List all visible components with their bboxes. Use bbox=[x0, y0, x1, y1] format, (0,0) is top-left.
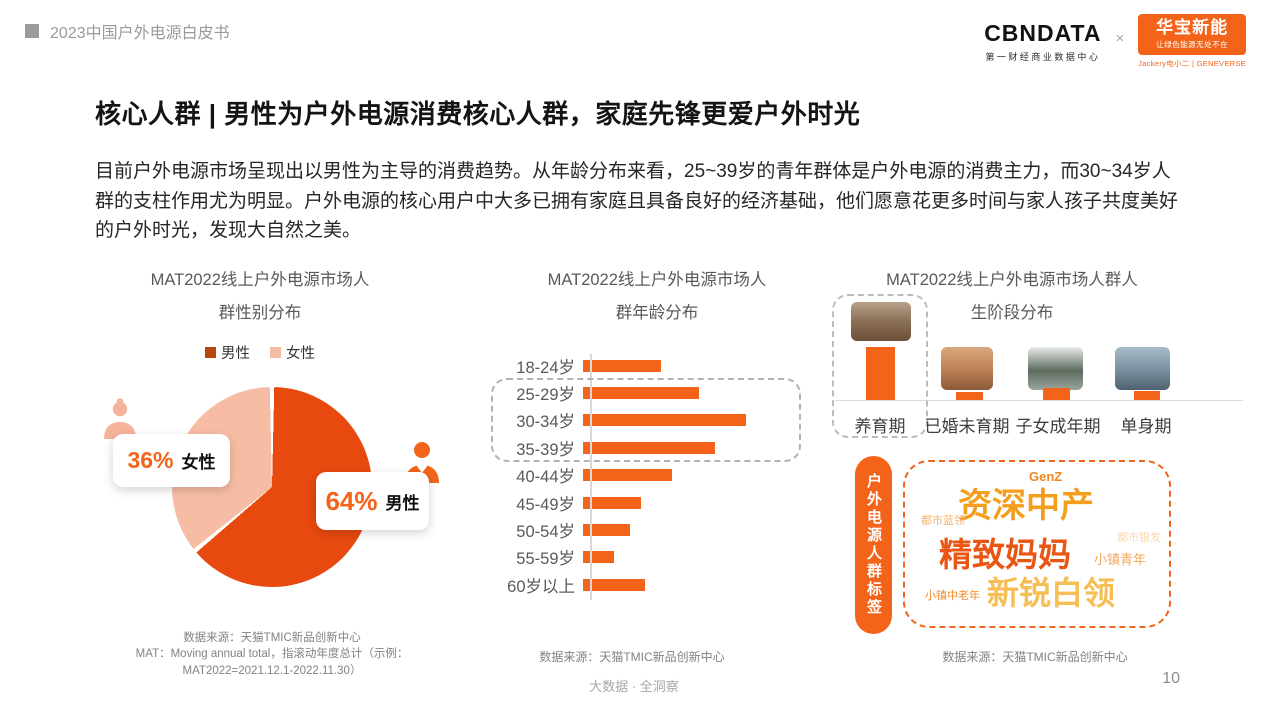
male-share-callout: 64% 男性 bbox=[316, 472, 429, 530]
mountain-lake-photo bbox=[1115, 347, 1170, 390]
age-category-label: 50-54岁 bbox=[516, 523, 575, 542]
gender-chart-legend: 男性 女性 bbox=[95, 342, 425, 363]
age-bar bbox=[583, 387, 699, 400]
cbndata-logo: CBNDATA 第一财经商业数据中心 bbox=[984, 22, 1101, 63]
breadcrumb-label: 2023中国户外电源白皮书 bbox=[50, 25, 230, 42]
age-row: 55-59岁 bbox=[497, 544, 817, 571]
age-row: 25-29岁 bbox=[497, 379, 817, 406]
female-share-callout: 36% 女性 bbox=[113, 434, 230, 487]
age-category-label: 25-29岁 bbox=[516, 386, 575, 405]
age-bar bbox=[583, 578, 645, 591]
wordcloud-word: 小镇青年 bbox=[1094, 552, 1147, 567]
header-logos: CBNDATA 第一财经商业数据中心 × 华宝新能 让绿色能源无处不在 Jack… bbox=[984, 14, 1246, 69]
source-line: 数据来源：天猫TMIC新品创新中心 bbox=[183, 632, 361, 644]
age-bar bbox=[583, 551, 614, 564]
age-bar bbox=[583, 359, 661, 372]
age-chart-axis-line bbox=[590, 354, 592, 600]
age-bar bbox=[583, 469, 672, 482]
gender-chart-title: MAT2022线上户外电源市场人 群性别分布 bbox=[150, 271, 370, 322]
age-chart: 18-24岁 25-29岁 30-34岁 35-39岁 40-44岁 45-49… bbox=[497, 352, 817, 599]
age-highlight-dashed-box bbox=[491, 378, 801, 462]
snow-jeep-photo bbox=[1028, 347, 1083, 390]
stage-chart-title: MAT2022线上户外电源市场人群人 生阶段分布 bbox=[886, 271, 1138, 322]
age-bar bbox=[583, 496, 641, 509]
age-bar bbox=[583, 524, 630, 537]
wordcloud-word: 精致妈妈 bbox=[939, 536, 1071, 573]
age-row: 35-39岁 bbox=[497, 434, 817, 461]
desert-couple-photo bbox=[941, 347, 993, 390]
age-row: 45-49岁 bbox=[497, 489, 817, 516]
male-legend-swatch bbox=[205, 347, 216, 358]
partner-brands-text: Jackery电小二 | GENEVERSE bbox=[1138, 58, 1246, 68]
stage-category-label: 子女成年期 bbox=[1015, 417, 1101, 436]
gender-chart-source: 数据来源：天猫TMIC新品创新中心 MAT：Moving annual tota… bbox=[85, 630, 459, 679]
page-title: 核心人群 | 男性为户外电源消费核心人群，家庭先锋更爱户外时光 bbox=[95, 99, 861, 129]
male-share-value: 64% bbox=[325, 485, 378, 516]
age-category-label: 55-59岁 bbox=[516, 550, 575, 569]
footer-tagline: 大数据 · 全洞察 bbox=[589, 679, 679, 694]
partner-logo-text: 华宝新能 bbox=[1156, 18, 1229, 37]
female-legend-label: 女性 bbox=[286, 346, 315, 362]
age-chart-source: 数据来源：天猫TMIC新品创新中心 bbox=[539, 650, 725, 664]
source-note-line: MAT：Moving annual total，指滚动年度总计（示例： bbox=[135, 648, 409, 661]
age-category-label: 45-49岁 bbox=[516, 495, 575, 514]
age-row: 40-44岁 bbox=[497, 462, 817, 489]
stage-chart-baseline bbox=[835, 400, 1243, 401]
age-category-label: 30-34岁 bbox=[516, 413, 575, 432]
wordcloud-word: 都市银发 bbox=[1117, 532, 1161, 544]
breadcrumb-square-icon bbox=[25, 24, 39, 38]
male-share-label: 男性 bbox=[385, 493, 420, 513]
female-legend-swatch bbox=[270, 347, 281, 358]
age-category-label: 60岁以上 bbox=[507, 577, 575, 596]
stage-highlight-dashed-box bbox=[832, 294, 928, 438]
age-row: 30-34岁 bbox=[497, 407, 817, 434]
partner-logo: 华宝新能 让绿色能源无处不在 Jackery电小二 | GENEVERSE bbox=[1138, 14, 1246, 69]
partner-logo-box: 华宝新能 让绿色能源无处不在 bbox=[1138, 14, 1246, 55]
cbndata-logo-subtext: 第一财经商业数据中心 bbox=[985, 52, 1101, 62]
logo-cross-separator: × bbox=[1115, 30, 1125, 47]
stage-category-label: 单身期 bbox=[1120, 417, 1172, 436]
female-share-value: 36% bbox=[127, 447, 174, 473]
page-number: 10 bbox=[1162, 670, 1180, 687]
age-row: 18-24岁 bbox=[497, 352, 817, 379]
wordcloud-word: 新锐白领 bbox=[987, 575, 1116, 611]
wordcloud-side-label: 户外电源人群标签 bbox=[855, 456, 892, 634]
wordcloud-word: 都市蓝领 bbox=[921, 515, 965, 527]
legend-item-female: 女性 bbox=[270, 342, 315, 363]
age-row: 60岁以上 bbox=[497, 571, 817, 598]
stage-chart-source: 数据来源：天猫TMIC新品创新中心 bbox=[942, 650, 1128, 664]
wordcloud-word: GenZ bbox=[1029, 469, 1063, 484]
stage-bar bbox=[956, 392, 983, 400]
cbndata-logo-text: CBNDATA bbox=[984, 20, 1102, 46]
age-category-label: 40-44岁 bbox=[516, 468, 575, 487]
age-category-label: 18-24岁 bbox=[516, 358, 575, 377]
age-bar bbox=[583, 414, 746, 427]
stage-category-label: 养育期 bbox=[854, 417, 906, 436]
stage-bar bbox=[1043, 388, 1070, 400]
stage-category-label: 已婚未育期 bbox=[924, 417, 1010, 436]
body-paragraph: 目前户外电源市场呈现出以男性为主导的消费趋势。从年龄分布来看，25~39岁的青年… bbox=[95, 161, 1179, 242]
camping-family-photo bbox=[851, 302, 911, 341]
age-bar bbox=[583, 441, 715, 454]
age-category-label: 35-39岁 bbox=[516, 440, 575, 459]
wordcloud-word: 资深中产 bbox=[958, 487, 1094, 525]
wordcloud-word: 小镇中老年 bbox=[925, 590, 980, 602]
legend-item-male: 男性 bbox=[205, 342, 250, 363]
age-chart-title: MAT2022线上户外电源市场人 群年龄分布 bbox=[547, 271, 767, 322]
breadcrumb: 2023中国户外电源白皮书 bbox=[25, 19, 230, 43]
partner-logo-slogan: 让绿色能源无处不在 bbox=[1156, 39, 1229, 49]
female-share-label: 女性 bbox=[181, 453, 216, 472]
male-legend-label: 男性 bbox=[221, 346, 250, 362]
stage-bar bbox=[866, 347, 895, 400]
wordcloud-dashed-box bbox=[903, 460, 1171, 628]
stage-bar bbox=[1134, 391, 1160, 400]
source-note-line: MAT2022=2021.12.1-2022.11.30） bbox=[182, 664, 362, 677]
age-row: 50-54岁 bbox=[497, 516, 817, 543]
